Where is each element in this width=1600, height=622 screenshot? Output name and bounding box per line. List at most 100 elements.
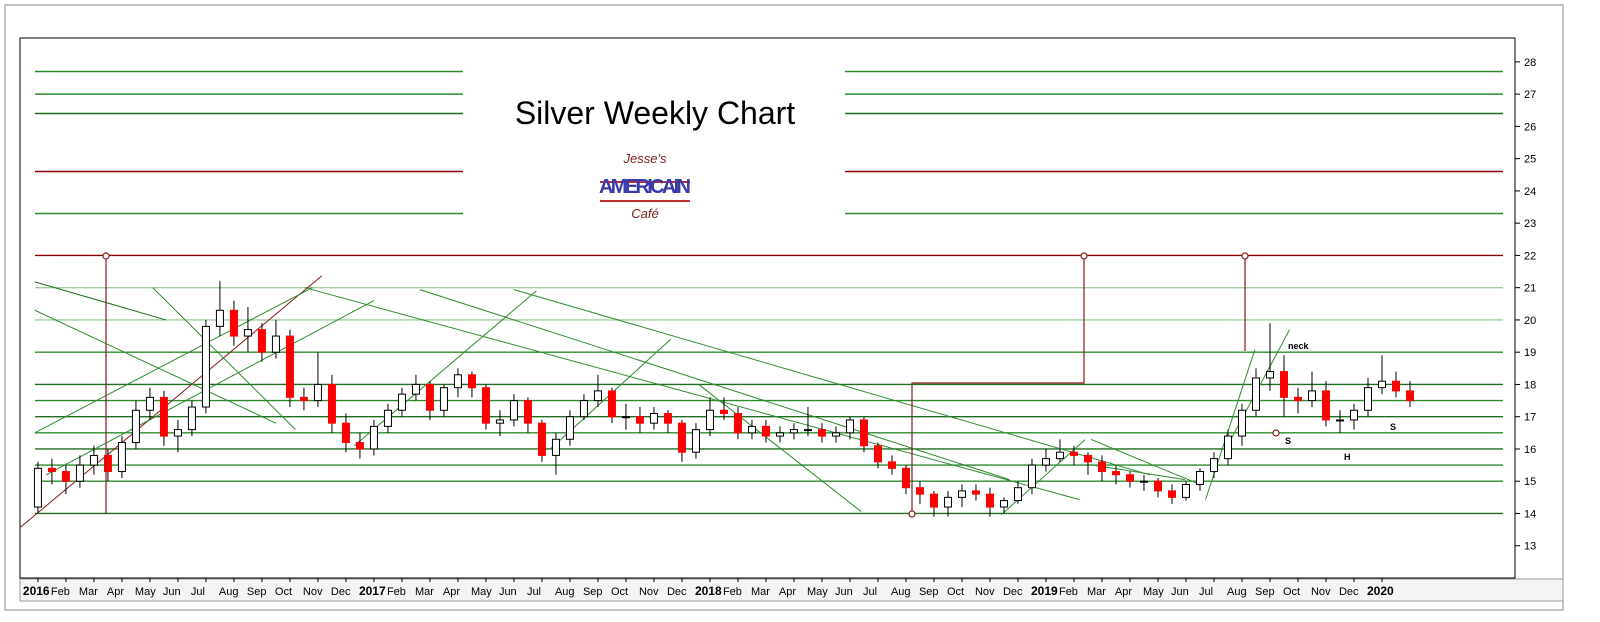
trend-line [152,287,296,430]
logo-text: AMERICAIN [599,176,691,198]
annotation: H [1344,452,1351,462]
candle-body [33,467,42,508]
logo-text: Café [631,206,658,221]
x-tick-label: Jun [1171,586,1189,598]
candle-body [131,409,140,444]
candle-body [1055,451,1064,460]
candle-body [803,429,812,432]
candle-body [285,335,294,398]
candle-body [117,442,126,473]
x-tick-label: Sep [1255,586,1275,598]
candle-body [691,429,700,453]
candle-body [1083,454,1092,463]
candle-body [103,454,112,473]
candle-body [453,374,462,389]
x-tick-label: Nov [975,586,995,598]
x-tick-label: Jun [163,586,181,598]
x-axis-bar [19,578,1564,602]
candle-body [1321,390,1330,421]
trend-line [1090,438,1201,485]
candle-body [1223,435,1232,460]
candle-body [943,496,952,508]
candle-body [61,471,70,482]
x-tick-label: Mar [751,586,770,598]
candle-body [1391,380,1400,392]
x-tick-label: Oct [947,586,964,598]
x-tick-label: Apr [779,586,796,598]
candle-body [817,429,826,437]
candle-body [299,396,308,402]
candle-body [495,419,504,424]
candle-body [145,396,154,411]
candle-body [411,383,420,395]
candle-body [1125,474,1134,482]
trend-line [34,309,277,424]
logo: Jesse's AMERICAIN Café [599,151,691,221]
candle-body [971,490,980,495]
y-tick-label: 15 [1524,476,1536,488]
candle-body [341,422,350,444]
x-tick-label: Oct [275,586,292,598]
x-tick-label: Jun [499,586,517,598]
annotation: neck [1288,341,1310,351]
candle-body [243,329,252,337]
x-tick-label: May [1143,586,1164,598]
candle-body [551,438,560,456]
y-tick-label: 23 [1524,218,1536,230]
x-tick-label: Apr [107,586,124,598]
measure-lines [102,252,1280,518]
candle-body [1167,490,1176,498]
trend-line [46,300,375,476]
candle-body [887,461,896,469]
x-tick-label: 2016 [23,584,50,598]
candle-body [1293,396,1302,402]
x-tick-label: Oct [1283,586,1300,598]
candle-body [1209,458,1218,473]
y-tick-label: 16 [1524,444,1536,456]
candle-body [929,493,938,508]
candle-body [327,383,336,424]
candle-body [1013,487,1022,502]
candle-body [565,416,574,440]
x-tick-label: Nov [639,586,659,598]
candle-body [509,400,518,421]
x-tick-label: Feb [723,586,742,598]
x-tick-label: Dec [331,586,351,598]
candle-body [663,412,672,424]
y-tick-label: 24 [1524,186,1536,198]
trend-line [419,289,1010,481]
plot-area [19,37,1516,579]
candle-body [985,493,994,508]
candle-body [173,429,182,437]
marker [1080,252,1088,260]
candle-body [1041,458,1050,466]
x-tick-label: Mar [79,586,98,598]
x-tick-label: Jul [527,586,541,598]
y-tick-label: 14 [1524,508,1536,520]
y-tick-label: 13 [1524,541,1536,553]
candle-body [1069,451,1078,456]
candle-body [901,467,910,489]
candle-body [621,416,630,419]
candle-body [915,487,924,495]
candle-body [47,467,56,473]
y-tick-label: 22 [1524,250,1536,262]
candle-body [677,422,686,453]
marker [1241,252,1249,260]
logo-text: Jesse's [623,151,667,166]
candle-body [775,432,784,437]
trend-line [34,281,167,321]
y-tick-label: 19 [1524,347,1536,359]
candle-body [1405,390,1414,402]
candle-body [761,425,770,437]
candle-body [789,429,798,434]
candle-body [257,329,266,353]
x-tick-label: Mar [415,586,434,598]
trend-line [34,287,313,434]
candle-body [229,309,238,337]
candle-body [593,390,602,402]
candle-body [439,387,448,411]
x-tick-label: Sep [919,586,939,598]
